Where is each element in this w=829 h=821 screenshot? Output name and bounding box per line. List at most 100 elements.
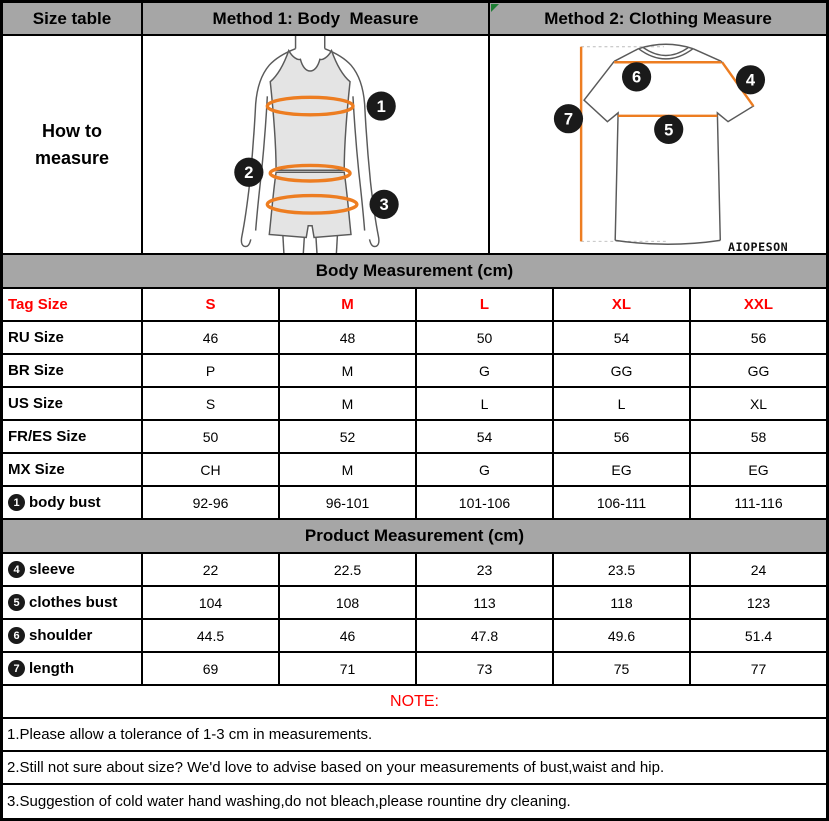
cell-value: 108 [278, 587, 415, 618]
top-header-row: Size table Method 1: Body Measure Method… [3, 3, 826, 36]
marker-7-number: 7 [564, 110, 573, 129]
table-row-body-bust: 1 body bust 92-96 96-101 101-106 106-111… [3, 487, 826, 520]
note-row-1: 1.Please allow a tolerance of 1-3 cm in … [3, 719, 826, 752]
illustration-row: How to measure [3, 36, 826, 255]
cell-value: 46 [141, 322, 278, 353]
tank-top-shape [269, 48, 351, 172]
marker-7-icon: 7 [8, 660, 25, 677]
cell-value: G [415, 454, 552, 485]
row-label-text: BR Size [8, 362, 64, 379]
cell-value: 111-116 [689, 487, 826, 518]
marker-4-icon: 4 [8, 561, 25, 578]
cell-value: 58 [689, 421, 826, 452]
cell-value: 52 [278, 421, 415, 452]
table-row-fres-size: FR/ES Size 50 52 54 56 58 [3, 421, 826, 454]
note-row-2: 2.Still not sure about size? We'd love t… [3, 752, 826, 785]
body-figure-cell: 1 2 3 [141, 36, 488, 253]
size-l: L [415, 289, 552, 320]
cell-value: 106-111 [552, 487, 689, 518]
size-table-header: Size table [32, 8, 112, 28]
note-row-3: 3.Suggestion of cold water hand washing,… [3, 785, 826, 818]
waist-ellipse [268, 163, 352, 183]
shirt-markers: 4 5 6 7 [553, 62, 766, 145]
table-row-br-size: BR Size P M G GG GG [3, 355, 826, 388]
cell-value: 49.6 [552, 620, 689, 651]
row-label: 6 shoulder [3, 620, 141, 651]
row-label: US Size [3, 388, 141, 419]
method2-header: Method 2: Clothing Measure [488, 3, 826, 34]
cell-value: M [278, 355, 415, 386]
cell-value: CH [141, 454, 278, 485]
marker-3-number: 3 [380, 195, 389, 214]
marker-5-number: 5 [664, 120, 673, 139]
row-label: BR Size [3, 355, 141, 386]
table-row-ru-size: RU Size 46 48 50 54 56 [3, 322, 826, 355]
cell-value: 69 [141, 653, 278, 684]
note-text: 1.Please allow a tolerance of 1-3 cm in … [7, 726, 373, 743]
cell-value: 51.4 [689, 620, 826, 651]
table-row-length: 7 length 69 71 73 75 77 [3, 653, 826, 686]
cell-value: 113 [415, 587, 552, 618]
row-label-text: body bust [29, 494, 101, 511]
cell-value: 22 [141, 554, 278, 585]
size-xl: XL [552, 289, 689, 320]
row-label-text: MX Size [8, 461, 65, 478]
marker-2-number: 2 [244, 163, 253, 182]
cell-value: L [415, 388, 552, 419]
product-measurement-title-row: Product Measurement (cm) [3, 520, 826, 554]
row-label: 7 length [3, 653, 141, 684]
table-row-sleeve: 4 sleeve 22 22.5 23 23.5 24 [3, 554, 826, 587]
method1-header: Method 1: Body Measure [141, 3, 488, 34]
cell-value: P [141, 355, 278, 386]
bust-ellipse [265, 95, 355, 117]
marker-7-icon [553, 104, 584, 134]
cell-value: 54 [552, 322, 689, 353]
cell-value: 96-101 [278, 487, 415, 518]
table-row-mx-size: MX Size CH M G EG EG [3, 454, 826, 487]
marker-4-number: 4 [746, 71, 756, 90]
row-label-text: shoulder [29, 627, 93, 644]
marker-1-icon: 1 [8, 494, 25, 511]
cell-value: 71 [278, 653, 415, 684]
marker-1-number: 1 [377, 97, 386, 116]
body-markers: 1 2 3 [234, 91, 399, 219]
cell-value: 92-96 [141, 487, 278, 518]
cell-value: 44.5 [141, 620, 278, 651]
cell-value: 46 [278, 620, 415, 651]
size-s: S [141, 289, 278, 320]
tshirt-outline [583, 43, 755, 245]
brand-text: AIOPESON [728, 240, 788, 253]
body-measurement-title: Body Measurement (cm) [315, 261, 514, 280]
cell-value: 77 [689, 653, 826, 684]
body-measurement-title-row: Body Measurement (cm) [3, 255, 826, 289]
cell-value: XL [689, 388, 826, 419]
cell-value: EG [552, 454, 689, 485]
cell-value: 75 [552, 653, 689, 684]
row-label: MX Size [3, 454, 141, 485]
marker-1-icon [366, 91, 396, 121]
cell-value: 48 [278, 322, 415, 353]
marker-6-number: 6 [632, 68, 641, 87]
marker-5-icon [654, 114, 684, 145]
tshirt-illustration: 4 5 6 7 AIOPESON [553, 43, 788, 253]
cell-value: 123 [689, 587, 826, 618]
cell-value: G [415, 355, 552, 386]
cell-value: 23 [415, 554, 552, 585]
cell-value: M [278, 388, 415, 419]
note-title-row: NOTE: [3, 686, 826, 719]
size-m: M [278, 289, 415, 320]
row-label-text: US Size [8, 395, 64, 412]
product-measurement-title: Product Measurement (cm) [304, 526, 525, 545]
row-label-text: length [29, 660, 74, 677]
cell-value: 24 [689, 554, 826, 585]
cell-value: 73 [415, 653, 552, 684]
measure-ellipses [265, 95, 359, 215]
note-text: 2.Still not sure about size? We'd love t… [7, 759, 665, 776]
cell-value: GG [552, 355, 689, 386]
cell-value: 56 [689, 322, 826, 353]
table-row-clothes-bust: 5 clothes bust 104 108 113 118 123 [3, 587, 826, 620]
row-label: 1 body bust [3, 487, 141, 518]
cell-value: 104 [141, 587, 278, 618]
table-row-us-size: US Size S M L L XL [3, 388, 826, 421]
row-label: FR/ES Size [3, 421, 141, 452]
